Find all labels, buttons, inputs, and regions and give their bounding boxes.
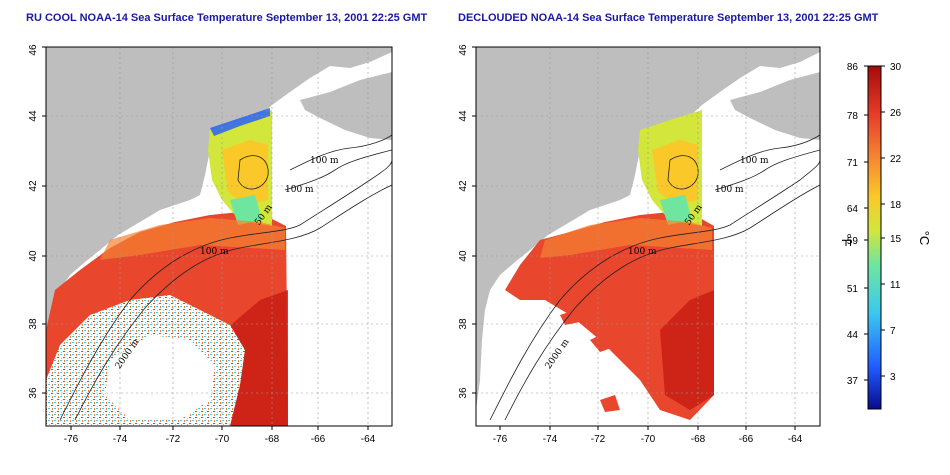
colorbar-f-label: 51 xyxy=(847,284,859,295)
left-map-title: RU COOL NOAA-14 Sea Surface Temperature … xyxy=(26,12,428,24)
right-contour-label-1: 100 m xyxy=(740,156,769,166)
right-contour-label-2: 100 m xyxy=(715,185,744,195)
colorbar: 86 78 71 64 59 51 44 37 30 26 22 18 15 1… xyxy=(839,62,932,410)
left-lon-tick: -66 xyxy=(311,434,326,445)
right-map-title: DECLOUDED NOAA-14 Sea Surface Temperatur… xyxy=(458,12,879,24)
colorbar-c-label: 3 xyxy=(890,372,896,383)
right-lon-tick: -72 xyxy=(591,434,606,445)
right-lon-tick: -70 xyxy=(641,434,656,445)
left-lon-tick: -76 xyxy=(64,434,79,445)
left-grid xyxy=(46,47,392,426)
right-nova-scotia-land xyxy=(730,72,820,140)
left-lon-tick: -74 xyxy=(113,434,128,445)
left-lon-tick: -72 xyxy=(166,434,181,445)
left-contour-label-1: 100 m xyxy=(310,156,339,166)
colorbar-ticks xyxy=(864,65,885,381)
right-lat-tick: 44 xyxy=(458,110,469,122)
colorbar-f-label: 37 xyxy=(847,376,859,387)
left-map-frame xyxy=(45,46,393,427)
colorbar-f-label: 86 xyxy=(847,62,859,73)
left-nova-scotia-land xyxy=(300,72,392,140)
right-sst-warm-shelf xyxy=(505,212,714,420)
left-orange-band xyxy=(100,218,285,260)
right-grid xyxy=(476,47,820,426)
colorbar-c-label: 30 xyxy=(890,62,902,73)
right-lat-tick: 36 xyxy=(458,387,469,399)
colorbar-c-label: 7 xyxy=(890,326,896,337)
right-lon-tick: -76 xyxy=(493,434,508,445)
colorbar-c-label: 11 xyxy=(890,280,901,291)
left-cloud-core xyxy=(105,335,215,420)
left-cyan-patch xyxy=(230,195,262,225)
colorbar-f-label: 78 xyxy=(847,111,859,122)
right-lon-tick: -68 xyxy=(691,434,706,445)
left-lon-tick: -64 xyxy=(361,434,376,445)
left-lon-tick: -70 xyxy=(215,434,230,445)
colorbar-c-label: 15 xyxy=(890,234,902,245)
right-lon-tick: -74 xyxy=(543,434,558,445)
left-contour-label-4: 100 m xyxy=(200,247,229,257)
left-lat-tick: 46 xyxy=(28,44,39,56)
right-orange-band xyxy=(540,218,712,258)
right-land-mass xyxy=(476,47,820,410)
right-lat-tick: 38 xyxy=(458,318,469,330)
left-bathymetry-contours xyxy=(59,134,392,421)
left-map xyxy=(46,47,392,426)
right-bathymetry-contours xyxy=(489,134,820,421)
right-scattered-patches xyxy=(560,310,620,412)
left-lat-tick: 38 xyxy=(28,318,39,330)
left-land-mass xyxy=(46,47,392,410)
left-lon-tick: -68 xyxy=(265,434,280,445)
colorbar-f-label: 64 xyxy=(847,204,859,215)
colorbar-f-label: 71 xyxy=(847,158,859,169)
colorbar-celsius-unit: °C xyxy=(917,231,932,246)
colorbar-c-label: 26 xyxy=(890,108,902,119)
colorbar-c-label: 22 xyxy=(890,154,902,165)
right-lat-tick: 40 xyxy=(458,250,469,262)
left-lat-tick: 36 xyxy=(28,387,39,399)
right-cyan-patch xyxy=(660,195,692,225)
colorbar-f-label: 59 xyxy=(847,236,859,247)
right-lat-tick: 46 xyxy=(458,44,469,56)
right-lon-tick: -64 xyxy=(788,434,803,445)
left-lat-tick: 42 xyxy=(28,180,39,192)
left-blue-cloud-edge xyxy=(210,108,270,136)
colorbar-f-label: 44 xyxy=(847,330,859,341)
right-contour-label-4: 100 m xyxy=(628,247,657,257)
right-sst-offshore-dark xyxy=(660,290,714,410)
colorbar-fahrenheit-unit: °F xyxy=(839,233,854,246)
colorbar-c-label: 18 xyxy=(890,200,902,211)
right-lon-tick: -66 xyxy=(739,434,754,445)
right-map xyxy=(476,47,820,426)
right-lat-tick: 42 xyxy=(458,180,469,192)
right-axis-ticks xyxy=(472,46,796,430)
colorbar-gradient xyxy=(867,65,882,410)
left-lat-tick: 40 xyxy=(28,250,39,262)
left-contour-label-2: 100 m xyxy=(285,185,314,195)
left-lat-tick: 44 xyxy=(28,110,39,122)
left-axis-ticks xyxy=(42,46,369,430)
